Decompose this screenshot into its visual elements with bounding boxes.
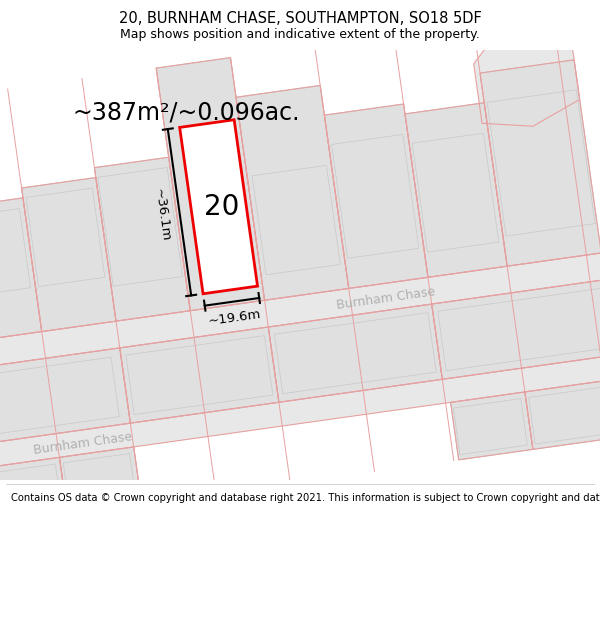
Polygon shape	[22, 177, 116, 332]
Text: Map shows position and indicative extent of the property.: Map shows position and indicative extent…	[120, 28, 480, 41]
Polygon shape	[94, 158, 190, 321]
Polygon shape	[274, 312, 436, 394]
Polygon shape	[480, 60, 600, 266]
Text: Burnham Chase: Burnham Chase	[32, 431, 133, 457]
Polygon shape	[0, 348, 600, 469]
Text: ~387m²/~0.096ac.: ~387m²/~0.096ac.	[72, 100, 300, 124]
Polygon shape	[120, 327, 279, 423]
Polygon shape	[63, 454, 136, 509]
Text: 20, BURNHAM CHASE, SOUTHAMPTON, SO18 5DF: 20, BURNHAM CHASE, SOUTHAMPTON, SO18 5DF	[119, 11, 481, 26]
Polygon shape	[0, 458, 68, 527]
Polygon shape	[156, 58, 265, 311]
Text: 20: 20	[205, 193, 240, 221]
Polygon shape	[451, 392, 533, 460]
Polygon shape	[0, 348, 130, 446]
Polygon shape	[412, 133, 499, 252]
Text: ~19.6m: ~19.6m	[207, 308, 262, 328]
Polygon shape	[126, 336, 273, 414]
Polygon shape	[26, 188, 105, 287]
Polygon shape	[0, 357, 119, 437]
Polygon shape	[525, 379, 600, 449]
Polygon shape	[473, 11, 580, 126]
Polygon shape	[252, 166, 340, 275]
Text: Contains OS data © Crown copyright and database right 2021. This information is : Contains OS data © Crown copyright and d…	[11, 493, 600, 503]
Polygon shape	[0, 246, 600, 370]
Polygon shape	[98, 168, 182, 286]
Polygon shape	[487, 90, 595, 236]
Polygon shape	[0, 464, 62, 520]
Polygon shape	[59, 447, 142, 515]
Polygon shape	[454, 399, 527, 454]
Polygon shape	[0, 198, 42, 343]
Polygon shape	[405, 102, 507, 278]
Polygon shape	[438, 288, 600, 371]
Polygon shape	[0, 209, 31, 299]
Polygon shape	[268, 304, 442, 402]
Polygon shape	[432, 280, 600, 379]
Polygon shape	[236, 86, 349, 300]
Polygon shape	[179, 120, 257, 294]
Text: Burnham Chase: Burnham Chase	[335, 285, 436, 312]
Polygon shape	[332, 134, 419, 258]
Text: ~36.1m: ~36.1m	[152, 188, 172, 242]
Polygon shape	[529, 386, 600, 444]
Polygon shape	[325, 104, 428, 289]
